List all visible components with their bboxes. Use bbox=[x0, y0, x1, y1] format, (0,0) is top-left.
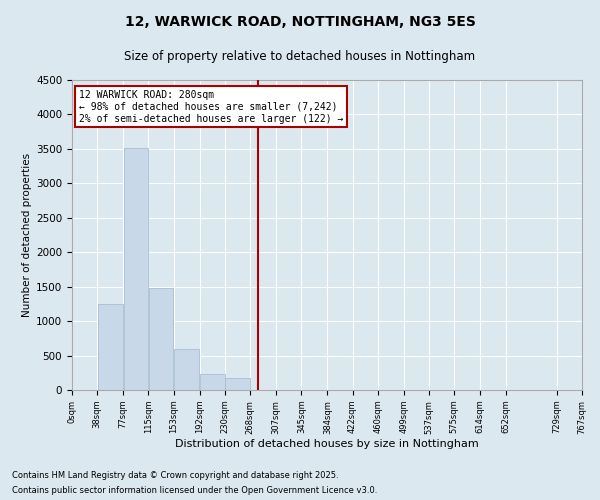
Text: Contains HM Land Registry data © Crown copyright and database right 2025.: Contains HM Land Registry data © Crown c… bbox=[12, 471, 338, 480]
Text: Contains public sector information licensed under the Open Government Licence v3: Contains public sector information licen… bbox=[12, 486, 377, 495]
Y-axis label: Number of detached properties: Number of detached properties bbox=[22, 153, 32, 317]
Text: 12 WARWICK ROAD: 280sqm
← 98% of detached houses are smaller (7,242)
2% of semi-: 12 WARWICK ROAD: 280sqm ← 98% of detache… bbox=[79, 90, 343, 124]
Bar bbox=[225, 378, 250, 390]
Bar bbox=[200, 374, 224, 390]
Bar bbox=[124, 148, 148, 390]
X-axis label: Distribution of detached houses by size in Nottingham: Distribution of detached houses by size … bbox=[175, 440, 479, 450]
Bar bbox=[98, 304, 123, 390]
Bar bbox=[149, 288, 173, 390]
Bar bbox=[174, 350, 199, 390]
Text: Size of property relative to detached houses in Nottingham: Size of property relative to detached ho… bbox=[124, 50, 476, 63]
Text: 12, WARWICK ROAD, NOTTINGHAM, NG3 5ES: 12, WARWICK ROAD, NOTTINGHAM, NG3 5ES bbox=[125, 15, 475, 29]
